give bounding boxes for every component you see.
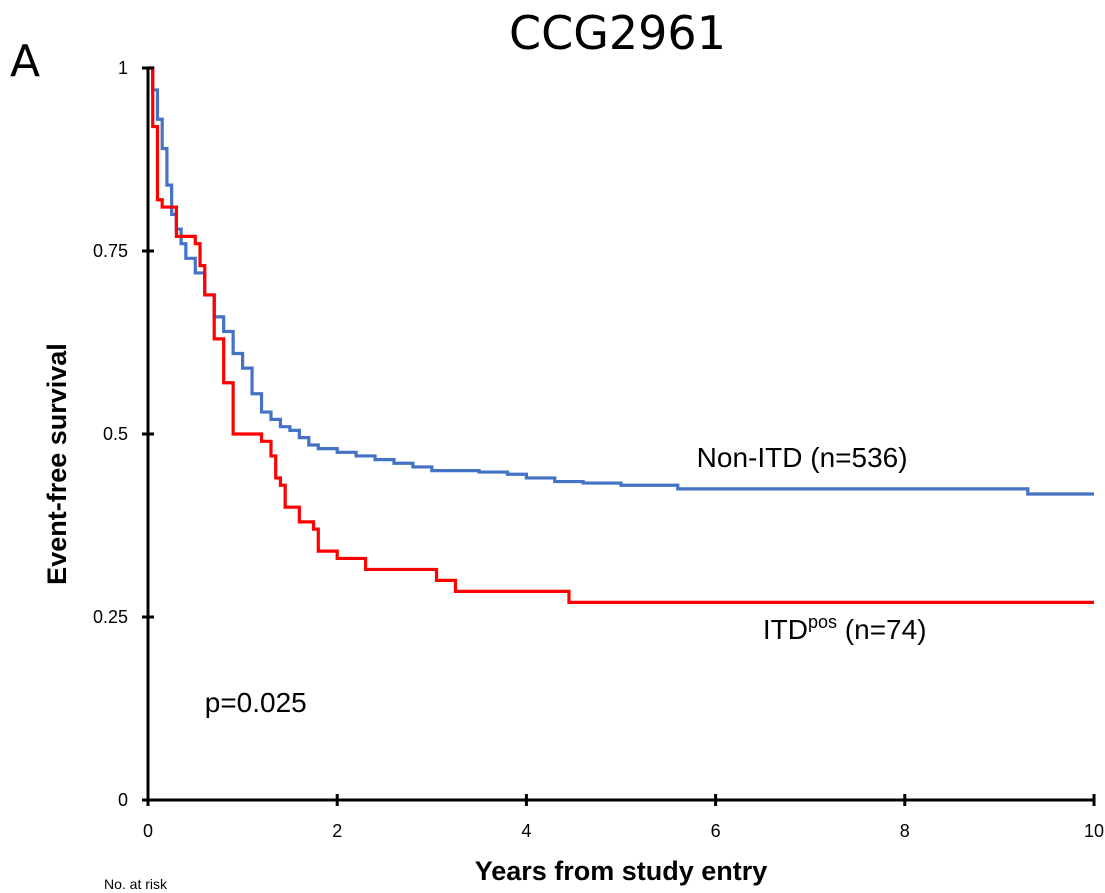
y-tick-label: 0.75	[93, 241, 128, 261]
y-tick-label: 0.25	[93, 607, 128, 627]
x-tick-label: 2	[332, 821, 342, 841]
y-axis-title: Event-free survival	[42, 343, 72, 585]
series-label-non-itd: Non-ITD (n=536)	[697, 442, 908, 473]
chart-title: CCG2961	[509, 6, 726, 60]
x-tick-label: 10	[1084, 821, 1104, 841]
x-tick-label: 4	[521, 821, 531, 841]
no-at-risk-label: No. at risk	[104, 876, 168, 892]
series-line-itd-pos	[148, 66, 1094, 604]
series-label-itd-pos: ITDpos (n=74)	[763, 612, 927, 645]
x-axis-title: Years from study entry	[475, 856, 768, 886]
plot-layer	[148, 66, 1094, 604]
x-tick-label: 8	[900, 821, 910, 841]
label-layer: Years from study entry Event-free surviva…	[42, 343, 927, 886]
y-tick-label: 1	[118, 58, 128, 78]
y-tick-label: 0	[118, 790, 128, 810]
series-line-non-itd	[148, 66, 1094, 496]
panel-label: A	[10, 36, 41, 87]
axis-layer: 0 2 4 6 8 10 0 0.25 0.5 0.75 1	[93, 58, 1104, 841]
p-value-annotation: p=0.025	[205, 687, 307, 718]
y-tick-label: 0.5	[103, 424, 128, 444]
x-tick-label: 0	[143, 821, 153, 841]
x-tick-label: 6	[711, 821, 721, 841]
